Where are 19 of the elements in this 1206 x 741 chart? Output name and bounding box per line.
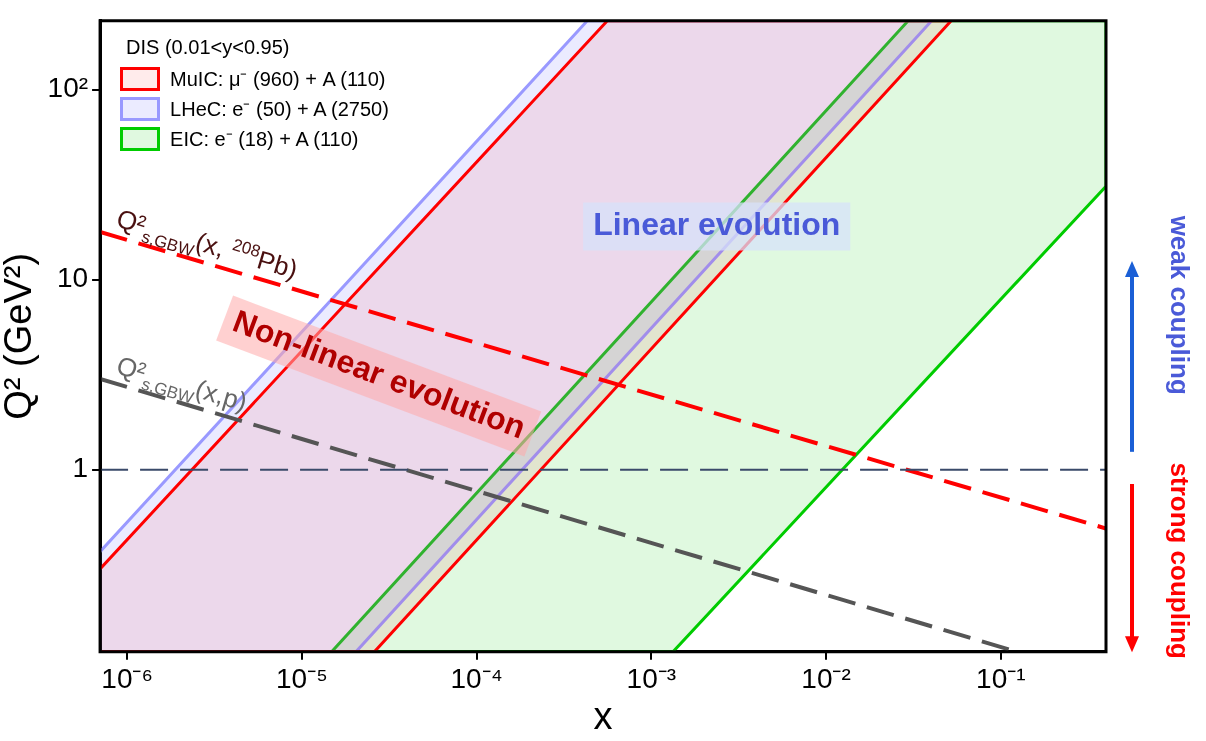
y-axis-title: Q² (GeV²) (0, 252, 40, 420)
y-tick-label: 1 (72, 452, 89, 484)
x-tick-label: 10⁻⁴ (450, 663, 503, 695)
x-tick-label: 10⁻³ (626, 663, 677, 695)
x-tick-label: 10⁻⁶ (101, 663, 153, 695)
legend-label: MuIC: μ⁻ (960) + A (110) (170, 67, 386, 90)
text: strong coupling (1164, 462, 1195, 659)
x-tick-label: 10⁻⁵ (275, 663, 328, 695)
x-axis-title: x (593, 694, 613, 737)
y-tick-label: 10² (47, 72, 89, 104)
x-tick-label: 10⁻¹ (976, 663, 1026, 695)
legend-title: DIS (0.01<y<0.95) (126, 35, 291, 58)
text: weak coupling (1164, 214, 1195, 395)
legend-label: EIC: e⁻ (18) + A (110) (170, 127, 359, 150)
legend-label: LHeC: e⁻ (50) + A (2750) (170, 97, 389, 120)
text: Q²s,GBW(x, 208Pb) (113, 202, 302, 285)
annotation: Linear evolution (593, 206, 841, 243)
y-tick-label: 10 (56, 262, 89, 294)
x-tick-label: 10⁻² (801, 663, 851, 695)
